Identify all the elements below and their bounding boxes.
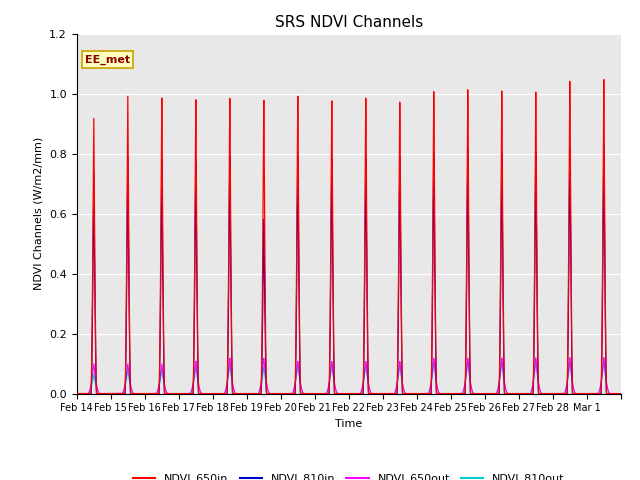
- Text: EE_met: EE_met: [85, 54, 130, 65]
- Title: SRS NDVI Channels: SRS NDVI Channels: [275, 15, 423, 30]
- Y-axis label: NDVI Channels (W/m2/mm): NDVI Channels (W/m2/mm): [34, 137, 44, 290]
- X-axis label: Time: Time: [335, 419, 362, 429]
- Legend: NDVI_650in, NDVI_810in, NDVI_650out, NDVI_810out: NDVI_650in, NDVI_810in, NDVI_650out, NDV…: [129, 469, 569, 480]
